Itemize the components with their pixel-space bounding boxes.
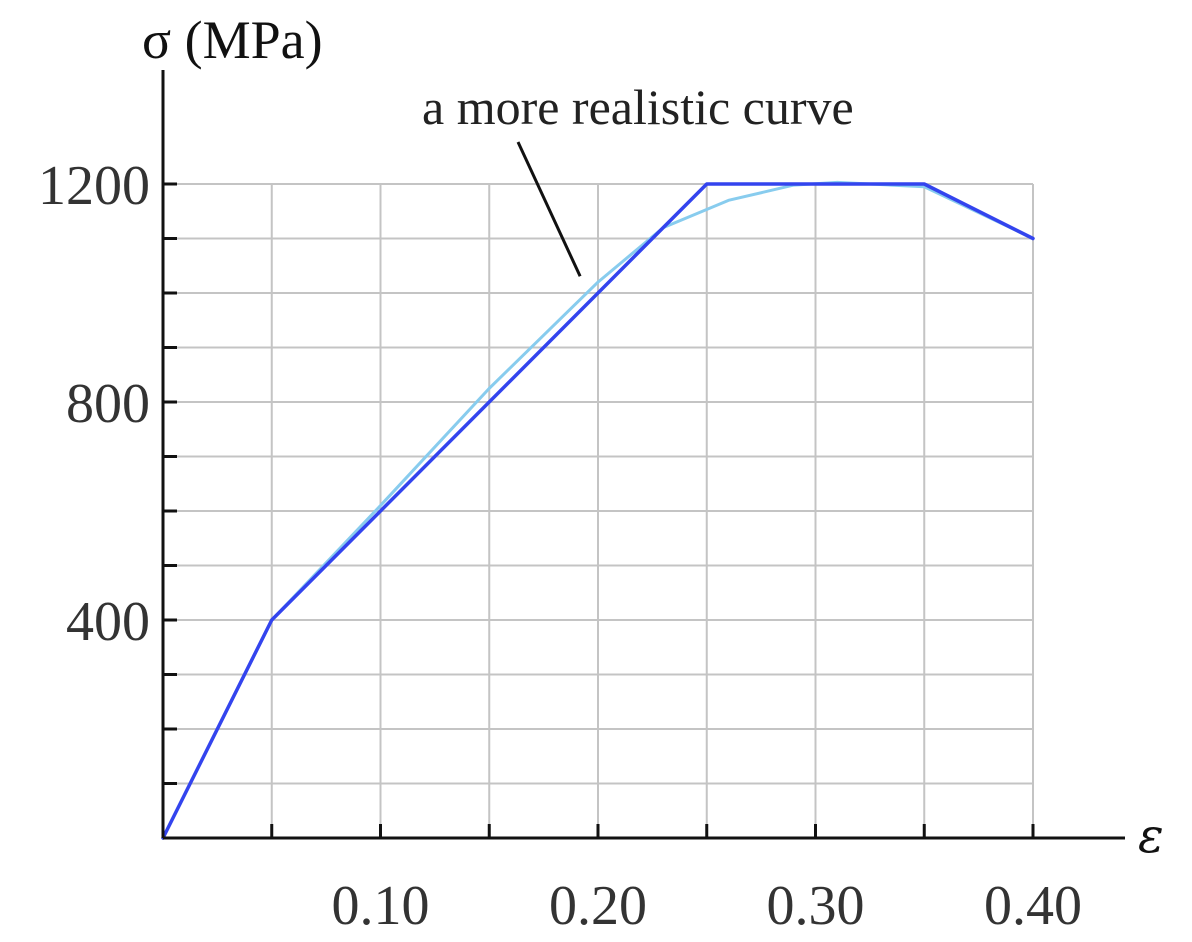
tick-layer (163, 182, 1035, 838)
y-tick-label: 400 (66, 591, 150, 653)
axes (161, 70, 1125, 840)
label-layer: 0.10 0.20 0.30 0.40 400 800 1200 (38, 155, 1082, 937)
annotation-leader-line (516, 141, 582, 277)
x-tick-label: 0.40 (984, 875, 1082, 937)
series-layer (161, 180, 1035, 840)
annotation-layer: a more realistic curve (422, 79, 854, 277)
x-tick-label: 0.20 (549, 875, 647, 937)
annotation-label: a more realistic curve (422, 79, 854, 135)
series-line-piecewise (161, 182, 1035, 840)
y-tick-label: 800 (66, 373, 150, 435)
x-tick-label: 0.30 (767, 875, 865, 937)
x-tick-label: 0.10 (332, 875, 430, 937)
y-tick-label: 1200 (38, 155, 150, 217)
x-axis-label: ε (1138, 808, 1164, 864)
y-axis-label: σ (MPa) (142, 10, 323, 70)
